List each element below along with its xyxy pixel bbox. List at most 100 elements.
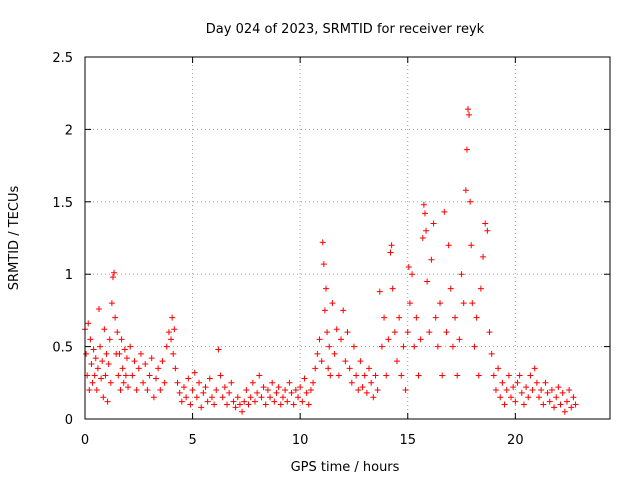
data-point (107, 379, 114, 386)
data-point (153, 375, 160, 382)
data-point (557, 401, 564, 408)
data-point (505, 372, 512, 379)
data-point (417, 336, 424, 343)
data-point (542, 379, 549, 386)
data-point (548, 387, 555, 394)
x-tick-label: 15 (399, 433, 416, 448)
data-point (170, 350, 177, 357)
data-point (102, 372, 109, 379)
data-point (333, 326, 340, 333)
data-point (243, 387, 250, 394)
data-point (561, 408, 568, 415)
data-point (123, 355, 130, 362)
data-point (568, 404, 575, 411)
data-point (121, 346, 128, 353)
data-point (553, 394, 560, 401)
data-point (458, 271, 465, 278)
data-point (171, 326, 178, 333)
data-point (284, 398, 291, 405)
data-point (312, 365, 319, 372)
data-point (473, 314, 480, 321)
data-point (262, 401, 269, 408)
data-point (275, 384, 282, 391)
y-tick-label: 0 (65, 413, 73, 428)
data-point (432, 314, 439, 321)
data-point (318, 358, 325, 365)
data-point (426, 329, 433, 336)
data-point (495, 365, 502, 372)
data-point (104, 398, 111, 405)
data-point (89, 379, 96, 386)
data-point (85, 320, 92, 327)
data-point (480, 253, 487, 260)
data-point (475, 372, 482, 379)
data-point (204, 398, 211, 405)
data-point (88, 360, 95, 367)
data-point (434, 343, 441, 350)
y-tick-label: 1 (65, 268, 73, 283)
data-point (385, 336, 392, 343)
data-point (106, 336, 113, 343)
data-point (226, 389, 233, 396)
data-point (411, 343, 418, 350)
data-point (109, 274, 116, 281)
grid (85, 57, 610, 419)
data-point (299, 398, 306, 405)
data-point (531, 365, 538, 372)
data-point (103, 350, 110, 357)
data-point (129, 372, 136, 379)
data-point (232, 404, 239, 411)
data-point (234, 394, 241, 401)
data-point (92, 355, 99, 362)
data-point (307, 387, 314, 394)
data-point (178, 398, 185, 405)
data-point (267, 394, 274, 401)
y-tick-label: 0.5 (52, 341, 73, 356)
data-point (348, 379, 355, 386)
data-point (211, 401, 218, 408)
data-point (372, 372, 379, 379)
data-point (119, 365, 126, 372)
data-point (180, 384, 187, 391)
data-point (355, 387, 362, 394)
data-point (273, 389, 280, 396)
data-point (91, 372, 98, 379)
data-points (82, 106, 579, 415)
data-point (441, 208, 448, 215)
data-point (482, 220, 489, 227)
data-point (376, 288, 383, 295)
data-point (122, 372, 129, 379)
data-point (254, 389, 261, 396)
data-point (454, 372, 461, 379)
data-point (165, 329, 172, 336)
data-point (419, 235, 426, 241)
data-point (398, 372, 405, 379)
data-point (409, 271, 416, 278)
data-point (346, 365, 353, 372)
data-point (527, 372, 534, 379)
data-point (230, 398, 237, 405)
data-point (94, 365, 101, 372)
data-point (100, 394, 107, 401)
data-point (468, 242, 475, 249)
data-point (142, 360, 149, 367)
data-point (490, 372, 497, 379)
data-point (217, 372, 224, 379)
y-axis-label: SRMTID / TECUs (7, 186, 22, 291)
data-point (295, 394, 302, 401)
x-axis-label: GPS time / hours (291, 460, 400, 475)
data-point (116, 350, 123, 357)
data-point (236, 401, 243, 408)
data-point (101, 326, 108, 333)
data-point (499, 379, 506, 386)
x-tick-label: 5 (188, 433, 196, 448)
data-point (508, 394, 515, 401)
data-point (133, 387, 140, 394)
data-point (322, 285, 329, 292)
data-point (342, 358, 349, 365)
data-point (378, 343, 385, 350)
data-point (125, 384, 132, 391)
data-point (387, 249, 394, 256)
data-point (99, 358, 106, 365)
data-point (258, 394, 265, 401)
